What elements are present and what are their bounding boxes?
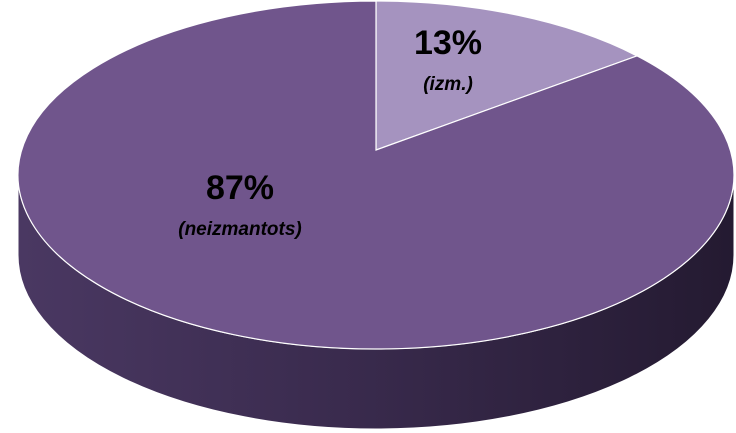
category-label: (izm.) [423,74,473,95]
pie-slice [375,0,639,151]
category-label: (neizmantots) [178,219,302,240]
pie-slice [17,0,735,350]
value-label: 87% [206,169,274,207]
value-label: 13% [414,24,482,62]
